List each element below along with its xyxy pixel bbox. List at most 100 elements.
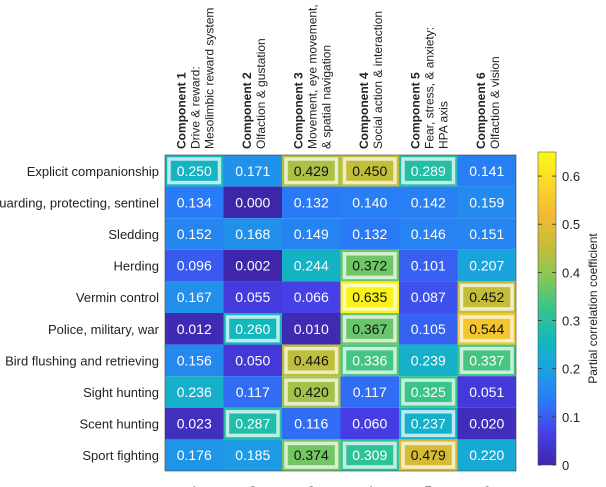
cell-value-label: 0.101 — [411, 258, 446, 274]
colorbar-gradient — [537, 151, 557, 466]
column-header-title: Component 6 — [474, 72, 488, 149]
cell-value-label: 0.220 — [469, 447, 504, 463]
cell-value-label: 0.051 — [469, 384, 504, 400]
highlight-box — [284, 157, 339, 185]
heatmap-cell — [165, 249, 224, 282]
highlight-box — [401, 410, 456, 438]
cell-value-label: 0.309 — [352, 447, 387, 463]
heatmap-cell — [165, 376, 224, 408]
cell-value-label: 0.635 — [352, 289, 387, 305]
cell-value-label: 0.244 — [294, 258, 329, 274]
highlight-box — [459, 315, 514, 343]
heatmap-cell — [165, 407, 224, 440]
column-header-line: Social action & interaction — [371, 11, 385, 149]
heatmap-cell — [282, 218, 341, 250]
row-label: Vermin control — [76, 290, 159, 305]
row-label: Sledding — [108, 227, 159, 242]
heatmap-cell — [165, 439, 224, 471]
cell-value-label: 0.066 — [294, 289, 329, 305]
highlight-box — [225, 410, 280, 438]
heatmap-cell — [223, 155, 282, 187]
heatmap-cell — [223, 249, 282, 282]
cell-value-label: 0.010 — [294, 321, 329, 337]
cell-value-label: 0.000 — [235, 194, 270, 210]
column-header-line: Mesolimbic reward system — [202, 8, 216, 149]
heatmap-cell — [399, 249, 458, 282]
cell-value-label: 0.140 — [352, 194, 387, 210]
column-headers: Component 1 Drive & reward: Mesolimbic rew… — [174, 4, 502, 149]
highlight-box — [167, 157, 222, 185]
heatmap-cell — [340, 218, 399, 250]
cell-value-label: 0.237 — [411, 416, 446, 432]
highlight-box — [459, 283, 514, 311]
heatmap-cell — [399, 186, 458, 219]
cell-value-label: 0.002 — [235, 258, 270, 274]
highlight-box — [342, 252, 397, 280]
row-label: Guarding, protecting, sentinel — [0, 195, 159, 210]
cell-value-label: 0.185 — [235, 447, 270, 463]
heatmap-cell — [223, 376, 282, 408]
cell-value-label: 0.250 — [177, 163, 212, 179]
highlight-box — [342, 315, 397, 343]
cell-value-label: 0.171 — [235, 163, 270, 179]
heatmap-cell — [165, 186, 224, 219]
cell-value-label: 0.420 — [294, 384, 329, 400]
heatmap-cell — [165, 344, 224, 377]
cell-value-label: 0.149 — [294, 226, 329, 242]
heatmap-cell — [399, 281, 458, 313]
heatmap-cell — [457, 376, 516, 408]
cell-value-label: 0.372 — [352, 258, 387, 274]
heatmap-cell — [282, 313, 341, 345]
column-tick-label: 6 — [483, 483, 491, 487]
column-tick-label: 1 — [190, 483, 198, 487]
column-tick-label: 2 — [249, 483, 257, 487]
cell-value-label: 0.446 — [294, 352, 329, 368]
cell-value-label: 0.260 — [235, 321, 270, 337]
cell-value-label: 0.087 — [411, 289, 446, 305]
highlight-box — [342, 283, 397, 311]
cell-value-label: 0.287 — [235, 416, 270, 432]
column-header-line: Movement, eye movement, — [305, 4, 319, 149]
colorbar-tick-label: 0.5 — [562, 217, 580, 232]
cell-value-label: 0.096 — [177, 258, 212, 274]
cell-value-label: 0.336 — [352, 352, 387, 368]
heatmap-cell — [165, 313, 224, 345]
column-header-title: Component 4 — [357, 72, 371, 149]
column-header-line: Olfaction & gustation — [254, 38, 268, 149]
column-header-line: Olfaction & vision — [488, 56, 502, 149]
highlight-box — [342, 441, 397, 469]
colorbar-tick-label: 0.6 — [562, 169, 580, 184]
highlight-box — [342, 346, 397, 374]
highlight-box — [401, 378, 456, 406]
highlight-box — [459, 346, 514, 374]
row-label: Sport fighting — [82, 448, 159, 463]
row-label: Police, military, war — [48, 322, 160, 337]
column-header-line: Drive & reward: — [188, 66, 202, 149]
colorbar-tick-label: 0 — [562, 458, 569, 473]
colorbar-tick-label: 0.3 — [562, 314, 580, 329]
heatmap-cell — [165, 218, 224, 250]
cell-value-label: 0.325 — [411, 384, 446, 400]
heatmap-cell — [457, 218, 516, 250]
column-header-title: Component 2 — [240, 72, 254, 149]
cell-value-label: 0.168 — [235, 226, 270, 242]
cell-value-label: 0.429 — [294, 163, 329, 179]
cell-value-label: 0.105 — [411, 321, 446, 337]
cell-value-label: 0.020 — [469, 416, 504, 432]
heatmap-cell — [340, 186, 399, 219]
heatmap-cell — [457, 407, 516, 440]
cell-value-label: 0.117 — [353, 384, 387, 400]
heatmap-cell — [457, 186, 516, 219]
heatmap-cell — [340, 376, 399, 408]
column-tick-labels: 1 2 3 4 5 6 — [190, 483, 491, 487]
cell-value-label: 0.060 — [352, 416, 387, 432]
cell-value-label: 0.367 — [352, 321, 387, 337]
heatmap-cell — [282, 281, 341, 313]
heatmap-cell — [165, 281, 224, 313]
heatmap-cell — [223, 281, 282, 313]
cell-value-label: 0.176 — [177, 447, 212, 463]
highlight-box — [225, 315, 280, 343]
heatmap-cells: 0.250 0.171 0.429 0.450 0.289 0.141 0.134 0.000… — [164, 154, 517, 472]
cell-value-label: 0.055 — [235, 289, 270, 305]
colorbar-tick-label: 0.1 — [562, 410, 580, 425]
